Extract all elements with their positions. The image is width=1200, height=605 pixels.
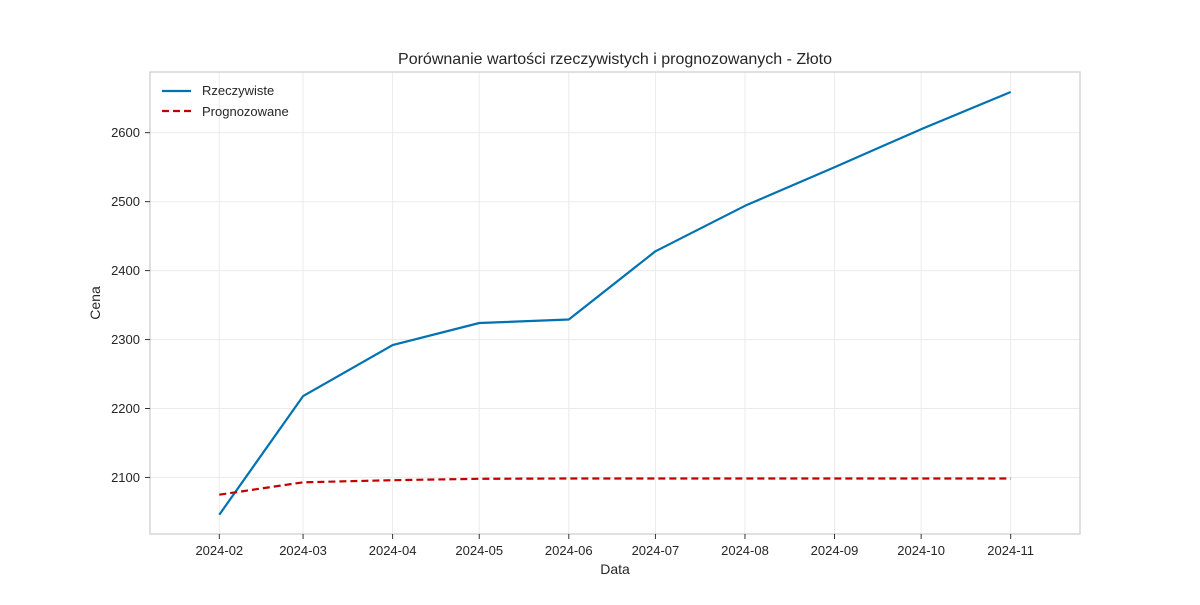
y-tick-label: 2200 — [111, 401, 140, 416]
chart-title: Porównanie wartości rzeczywistych i prog… — [398, 51, 832, 68]
data-point-prognozowane — [1010, 477, 1012, 479]
data-point-rzeczywiste — [920, 128, 922, 130]
data-point-prognozowane — [744, 477, 746, 479]
data-point-prognozowane — [218, 494, 220, 496]
x-axis-ticks: 2024-02 2024-03 2024-04 2024-05 2024-06 2024-… — [195, 534, 1034, 558]
x-tick-label: 2024-02 — [195, 543, 243, 558]
data-point-prognozowane — [568, 477, 570, 479]
x-tick-label: 2024-07 — [632, 543, 680, 558]
x-tick-label: 2024-04 — [369, 543, 417, 558]
data-point-prognozowane — [654, 477, 656, 479]
y-tick-label: 2100 — [111, 470, 140, 485]
data-point-rzeczywiste — [302, 395, 304, 397]
data-point-rzeczywiste — [218, 514, 220, 516]
legend-label-prognozowane: Prognozowane — [202, 104, 289, 119]
data-point-prognozowane — [478, 478, 480, 480]
legend-label-rzeczywiste: Rzeczywiste — [202, 83, 274, 98]
series — [218, 90, 1012, 516]
x-axis-label: Data — [600, 561, 630, 577]
y-tick-label: 2600 — [111, 125, 140, 140]
data-point-prognozowane — [833, 477, 835, 479]
data-point-prognozowane — [920, 477, 922, 479]
x-tick-label: 2024-09 — [811, 543, 859, 558]
y-axis-ticks: 2100 2200 2300 2400 2500 2600 — [111, 125, 150, 485]
y-tick-label: 2400 — [111, 263, 140, 278]
x-tick-label: 2024-08 — [721, 543, 769, 558]
data-point-rzeczywiste — [654, 250, 656, 252]
x-tick-label: 2024-05 — [455, 543, 503, 558]
x-tick-label: 2024-03 — [279, 543, 327, 558]
series-line-rzeczywiste — [218, 90, 1012, 516]
data-point-prognozowane — [302, 481, 304, 483]
data-point-rzeczywiste — [568, 318, 570, 320]
data-point-rzeczywiste — [392, 344, 394, 346]
data-point-rzeczywiste — [478, 322, 480, 324]
x-tick-label: 2024-06 — [545, 543, 593, 558]
data-point-rzeczywiste — [744, 205, 746, 207]
data-point-rzeczywiste — [1010, 91, 1012, 93]
x-tick-label: 2024-10 — [897, 543, 945, 558]
y-tick-label: 2500 — [111, 194, 140, 209]
data-point-prognozowane — [392, 479, 394, 481]
y-tick-label: 2300 — [111, 332, 140, 347]
plot-frame — [149, 71, 1081, 535]
data-point-rzeczywiste — [833, 166, 835, 168]
y-axis-label: Cena — [87, 286, 103, 320]
x-tick-label: 2024-11 — [987, 543, 1034, 558]
legend: Rzeczywiste Prognozowane — [162, 83, 289, 119]
